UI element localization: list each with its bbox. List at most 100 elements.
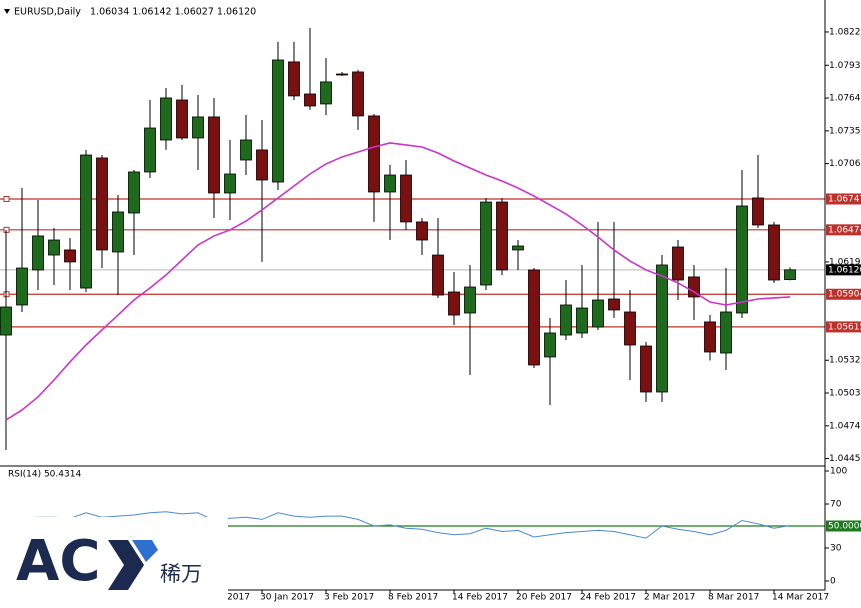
candle-body — [512, 245, 524, 251]
price-label-box — [826, 224, 861, 236]
candle-body — [112, 211, 124, 253]
price-label-box — [826, 193, 861, 205]
candle-body — [144, 127, 156, 173]
logo-chevron-accent — [132, 540, 158, 562]
candle-body — [32, 235, 44, 271]
rsi-title: RSI(14) 50.4314 — [8, 470, 81, 480]
y-tick-label: 1.07930 — [829, 61, 861, 71]
candle-body — [272, 59, 284, 183]
candle-body — [192, 116, 204, 139]
header-ohlc: 1.06034 1.06142 1.06027 1.06120 — [90, 7, 256, 18]
candle-body — [480, 201, 492, 286]
candle-body — [288, 61, 300, 97]
logo: AC 稀万 — [0, 517, 228, 604]
candle-body — [432, 254, 444, 296]
candle-body — [624, 311, 636, 346]
candle-body — [768, 224, 780, 281]
candle-body — [240, 139, 252, 161]
candle-body — [560, 304, 572, 336]
candle-body — [672, 246, 684, 281]
candle-body — [688, 276, 700, 298]
level-label-box — [826, 520, 861, 532]
x-tick-label: 8 Mar 2017 — [708, 593, 759, 603]
price-label-box — [826, 321, 861, 333]
x-tick-label: 30 Jan 2017 — [260, 593, 314, 603]
menu-arrow — [4, 9, 10, 14]
x-tick-label: 14 Mar 2017 — [772, 593, 829, 603]
y-tick-label: 70 — [830, 500, 842, 510]
last-price-box — [826, 264, 861, 276]
x-tick-label: 20 Feb 2017 — [516, 593, 572, 603]
candle-body — [448, 291, 460, 316]
candle-body — [320, 81, 332, 105]
candle-body — [640, 345, 652, 393]
candle-body — [48, 239, 60, 256]
candle-body — [544, 332, 556, 358]
candle-body — [720, 311, 732, 354]
x-tick-label: 24 Feb 2017 — [580, 593, 636, 603]
y-tick-label: 1.04450 — [829, 454, 861, 464]
x-tick-label: 3 Feb 2017 — [324, 593, 374, 603]
candle-body — [752, 197, 764, 226]
candle-body — [80, 154, 92, 289]
candle-body — [368, 115, 380, 193]
y-tick-label: 1.05320 — [829, 356, 861, 366]
candle-body — [416, 221, 428, 241]
candle-body — [608, 298, 620, 311]
y-tick-label: 1.04740 — [829, 421, 861, 431]
candle-body — [176, 99, 188, 139]
candle-body — [0, 306, 12, 336]
candle-body — [352, 71, 364, 117]
candle-body — [128, 171, 140, 214]
y-tick-label: 0 — [830, 577, 836, 587]
candle-body — [256, 149, 268, 181]
candle-body — [304, 93, 316, 107]
hline-marker — [3, 195, 10, 202]
y-tick-label: 1.06190 — [829, 257, 861, 267]
candle-body — [96, 157, 108, 251]
last-price-label: 1.06120 — [828, 265, 861, 275]
candle-body — [704, 321, 716, 353]
level-label: 50.0000 — [828, 522, 861, 532]
candle-body — [656, 264, 668, 393]
price-label: 1.06747 — [828, 194, 861, 204]
x-tick-label: 14 Feb 2017 — [452, 593, 508, 603]
x-tick-label: 2 Mar 2017 — [644, 593, 695, 603]
candle-body — [224, 173, 236, 194]
candle-body — [64, 249, 76, 263]
candle-body — [384, 174, 396, 193]
candle-body — [208, 116, 220, 194]
y-tick-label: 1.07640 — [829, 94, 861, 104]
y-tick-label: 30 — [830, 544, 842, 554]
y-tick-label: 1.08225 — [829, 27, 861, 37]
candle-body — [592, 299, 604, 328]
candle-body — [464, 286, 476, 314]
candle-body — [16, 267, 28, 306]
candle-body — [528, 269, 540, 366]
price-label: 1.05904 — [828, 290, 861, 300]
candle-body — [784, 269, 796, 280]
logo-chevron — [108, 540, 144, 590]
candle-body — [336, 73, 348, 76]
y-tick-label: 1.07060 — [829, 159, 861, 169]
rsi-line — [5, 511, 791, 539]
y-tick-label: 1.07350 — [829, 126, 861, 136]
y-tick-label: 1.05030 — [829, 389, 861, 399]
candle-body — [736, 205, 748, 314]
logo-text: AC — [16, 529, 100, 594]
price-label-box — [826, 288, 861, 300]
symbol-title: EURUSD,Daily — [14, 7, 81, 18]
price-label: 1.05615 — [828, 322, 861, 332]
logo-chinese: 稀万 — [160, 562, 202, 586]
moving-average — [5, 142, 791, 421]
x-tick-label: 8 Feb 2017 — [388, 593, 438, 603]
plot-layer: 1.08225 1.07930 1.07640 1.07350 1.07060 1.061… — [0, 27, 861, 603]
price-label: 1.06474 — [828, 225, 861, 235]
candle-body — [160, 97, 172, 141]
y-tick-label: 100 — [830, 467, 847, 477]
candle-body — [496, 201, 508, 271]
candle-body — [576, 307, 588, 334]
